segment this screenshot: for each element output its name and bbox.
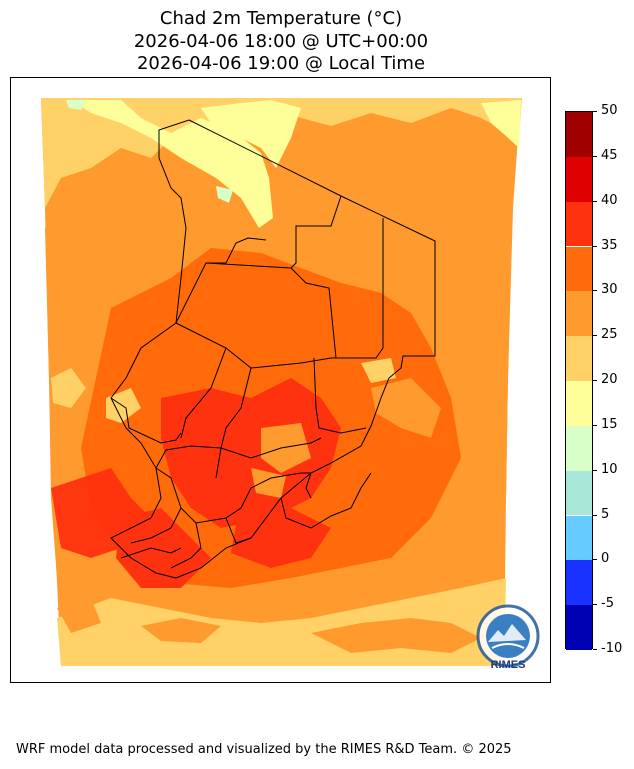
rimes-logo-icon: RIMES [476,604,540,671]
colorbar-tick [593,111,597,112]
colorbar-tick-label: 25 [601,327,618,343]
colorbar-segment [566,381,592,426]
colorbar-segment [566,560,592,606]
colorbar-tick-label: 20 [601,372,618,387]
colorbar [565,111,593,650]
colorbar-tick-label: 50 [601,103,618,118]
colorbar-tick-label: -5 [601,596,614,612]
colorbar-tick-label: 10 [601,461,618,477]
map-title-line1: Chad 2m Temperature (°C) [159,8,403,29]
colorbar-tick [593,469,597,471]
colorbar-segment [566,425,592,471]
colorbar-segment [566,201,592,247]
colorbar-tick-label: 30 [601,282,618,298]
colorbar-segment [566,605,592,650]
temperature-field [41,98,522,666]
colorbar-tick-label: 35 [601,237,618,253]
colorbar-tick [593,604,597,606]
colorbar-tick-label: 45 [601,147,618,163]
colorbar-tick [593,380,597,381]
rimes-logo-text: RIMES [491,659,526,671]
colorbar-segment [566,336,592,381]
map-title-line2: 2026-04-06 18:00 @ UTC+00:00 [133,31,429,52]
colorbar-tick [593,514,597,516]
map-frame [10,77,551,683]
colorbar-tick-label: 5 [601,506,610,522]
colorbar-tick [593,245,597,247]
colorbar-segment [566,291,592,337]
colorbar-segment [566,246,592,292]
colorbar-tick-label: 15 [601,416,618,432]
map-title-line3: 2026-04-06 19:00 @ Local Time [136,53,426,74]
colorbar-tick [593,155,597,157]
colorbar-tick-label: 0 [601,551,610,567]
colorbar-tick-label: 40 [601,192,618,208]
colorbar-tick [593,335,597,337]
colorbar-segment [566,156,592,202]
colorbar-segment [566,470,592,516]
colorbar-tick [593,424,597,426]
colorbar-tick [593,200,597,202]
colorbar-tick [593,649,597,650]
admin-boundaries [110,119,436,579]
footer-credit: WRF model data processed and visualized … [16,742,512,757]
colorbar-tick-label: -10 [601,641,623,656]
colorbar-segment [566,112,592,157]
colorbar-tick [593,290,597,292]
temperature-map [41,98,522,666]
colorbar-tick [593,559,597,561]
colorbar-segment [566,515,592,561]
